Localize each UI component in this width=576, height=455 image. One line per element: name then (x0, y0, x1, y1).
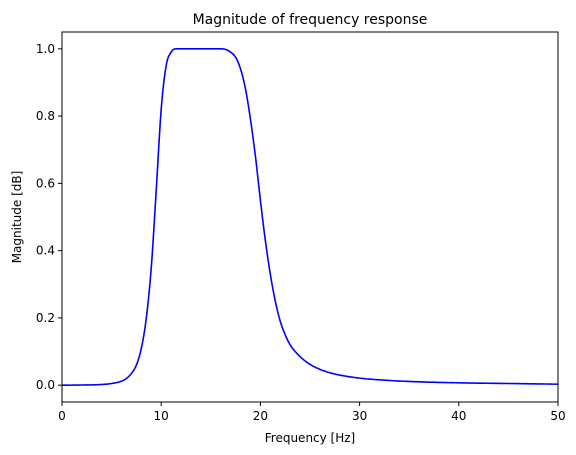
y-tick-label: 0.8 (36, 109, 55, 123)
y-tick-label: 0.2 (36, 311, 55, 325)
y-tick-label: 1.0 (36, 42, 55, 56)
x-axis-label: Frequency [Hz] (265, 431, 356, 445)
x-tick-label: 50 (550, 409, 565, 423)
plot-area (62, 32, 558, 402)
x-tick-label: 40 (451, 409, 466, 423)
x-tick-label: 20 (253, 409, 268, 423)
chart-title: Magnitude of frequency response (193, 12, 428, 28)
series-line-0 (61, 48, 559, 386)
x-tick-label: 10 (154, 409, 169, 423)
y-tick-label: 0.6 (36, 176, 55, 190)
x-tick-label: 0 (58, 409, 66, 423)
plot-lines (61, 48, 559, 386)
y-tick-label: 0.4 (36, 244, 55, 258)
y-axis-label: Magnitude [dB] (10, 171, 24, 264)
y-axis: 0.0 0.2 0.4 0.6 0.8 1.0 (36, 42, 62, 392)
x-axis: 0 10 20 30 40 50 (58, 402, 566, 423)
x-tick-label: 30 (352, 409, 367, 423)
y-tick-label: 0.0 (36, 378, 55, 392)
plot-frame (61, 31, 559, 403)
